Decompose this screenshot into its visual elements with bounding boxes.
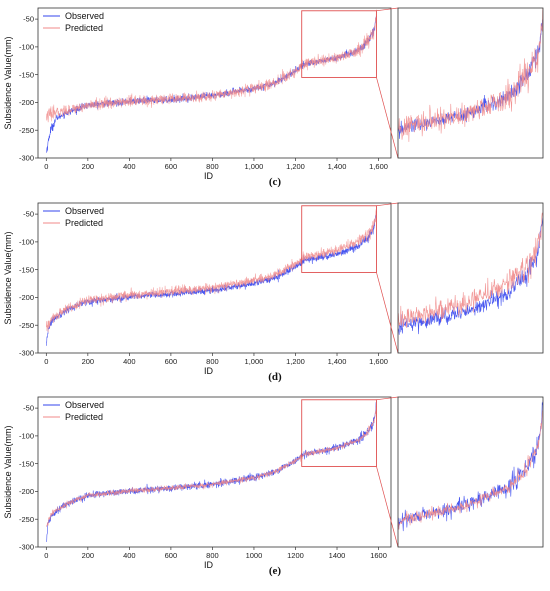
chart-panel: 0 200 400 600 800 1,000 1,200 1,400 1,600 -300 -25…: [3, 7, 544, 188]
x-tick-label: 800: [206, 551, 219, 560]
panel-caption: (c): [269, 176, 282, 188]
series-line-observed: [46, 15, 377, 154]
x-tick-label: 1200: [287, 551, 304, 560]
legend-label: Predicted: [65, 23, 103, 33]
y-tick-label: -200: [19, 487, 34, 496]
zoom-connector: [376, 202, 399, 207]
zoom-connector: [376, 77, 399, 159]
inset-series-line-predicted: [398, 8, 543, 142]
y-tick-label: -50: [23, 15, 34, 24]
x-tick-label: 1,600: [369, 357, 388, 366]
x-tick-label: 800: [206, 357, 219, 366]
x-tick-label: 400: [123, 162, 136, 171]
axes-frame: [37, 202, 392, 354]
x-tick-label: 0: [44, 162, 48, 171]
x-tick-label: 0: [44, 357, 48, 366]
y-tick-label: -150: [19, 459, 34, 468]
inset-series-line-observed: [398, 400, 543, 532]
x-tick-label: 1400: [329, 551, 346, 560]
x-tick-label: 1,200: [286, 357, 305, 366]
inset-plot-area: [398, 8, 543, 142]
zoom-region-box: [301, 205, 377, 273]
axes-frame: [37, 7, 392, 159]
y-tick-label: -50: [23, 210, 34, 219]
x-tick-label: 1,400: [328, 357, 347, 366]
plot-area: [46, 401, 377, 542]
series-line-predicted: [46, 209, 377, 333]
inset-frame: [397, 396, 544, 548]
y-tick-label: -50: [23, 404, 34, 413]
axes-frame: [37, 396, 392, 548]
x-axis-label: ID: [204, 171, 214, 181]
zoom-region-box: [301, 399, 377, 467]
x-tick-label: 1000: [246, 551, 263, 560]
x-tick-label: 200: [82, 357, 95, 366]
x-tick-label: 200: [82, 551, 95, 560]
inset-series-line-observed: [398, 215, 543, 335]
zoom-connector: [376, 396, 399, 401]
x-tick-label: 1,200: [286, 162, 305, 171]
y-axis-label: Subsidence Value(mm): [3, 37, 13, 130]
x-tick-label: 1,400: [328, 162, 347, 171]
y-tick-label: -250: [19, 515, 34, 524]
y-tick-label: -100: [19, 237, 34, 246]
legend: Observed Predicted: [43, 206, 104, 228]
inset-series-line-predicted: [398, 410, 543, 530]
y-tick-label: -250: [19, 321, 34, 330]
legend: Observed Predicted: [43, 11, 104, 33]
y-tick-label: -100: [19, 42, 34, 51]
plot-area: [46, 9, 377, 154]
y-tick-label: -200: [19, 293, 34, 302]
x-tick-label: 0: [44, 551, 48, 560]
y-axis-label: Subsidence Value(mm): [3, 232, 13, 325]
chart-panel: 0 200 400 600 800 1,000 1,200 1,400 1,600 -300 -25…: [3, 202, 544, 383]
chart-panel: 0 200 400 600 800 1000 1200 1400 1600 -300 -250 -20…: [3, 396, 544, 577]
plot-area: [46, 209, 377, 346]
x-tick-label: 600: [165, 357, 178, 366]
x-tick-label: 400: [123, 551, 136, 560]
y-tick-label: -250: [19, 126, 34, 135]
y-tick-label: -300: [19, 154, 34, 163]
series-line-predicted: [46, 405, 377, 527]
inset-series-line-predicted: [398, 212, 543, 328]
x-tick-label: 1,000: [245, 162, 264, 171]
y-tick-label: -150: [19, 265, 34, 274]
zoom-region-box: [301, 10, 377, 78]
series-line-predicted: [46, 9, 377, 123]
legend-label: Predicted: [65, 412, 103, 422]
x-tick-label: 1,600: [369, 162, 388, 171]
zoom-connector: [376, 272, 399, 354]
series-line-observed: [46, 401, 377, 542]
legend: Observed Predicted: [43, 400, 104, 422]
legend-label: Observed: [65, 206, 104, 216]
x-axis-label: ID: [204, 366, 214, 376]
panel-caption: (d): [268, 371, 282, 383]
x-tick-label: 400: [123, 357, 136, 366]
y-axis-label: Subsidence Value(mm): [3, 426, 13, 519]
legend-label: Predicted: [65, 218, 103, 228]
y-tick-label: -300: [19, 349, 34, 358]
inset-frame: [397, 7, 544, 159]
inset-plot-area: [398, 212, 543, 335]
y-tick-label: -100: [19, 431, 34, 440]
x-tick-label: 800: [206, 162, 219, 171]
zoom-connector: [376, 466, 399, 548]
x-tick-label: 600: [165, 551, 178, 560]
y-tick-label: -200: [19, 98, 34, 107]
legend-label: Observed: [65, 11, 104, 21]
x-tick-label: 1600: [370, 551, 387, 560]
inset-plot-area: [398, 400, 543, 532]
zoom-connector: [376, 7, 399, 12]
series-line-observed: [46, 211, 377, 346]
inset-frame: [397, 202, 544, 354]
y-tick-label: -300: [19, 543, 34, 552]
panel-caption: (e): [269, 565, 282, 577]
x-tick-label: 1,000: [245, 357, 264, 366]
legend-label: Observed: [65, 400, 104, 410]
y-tick-label: -150: [19, 70, 34, 79]
x-tick-label: 600: [165, 162, 178, 171]
x-axis-label: ID: [204, 560, 214, 570]
x-tick-label: 200: [82, 162, 95, 171]
